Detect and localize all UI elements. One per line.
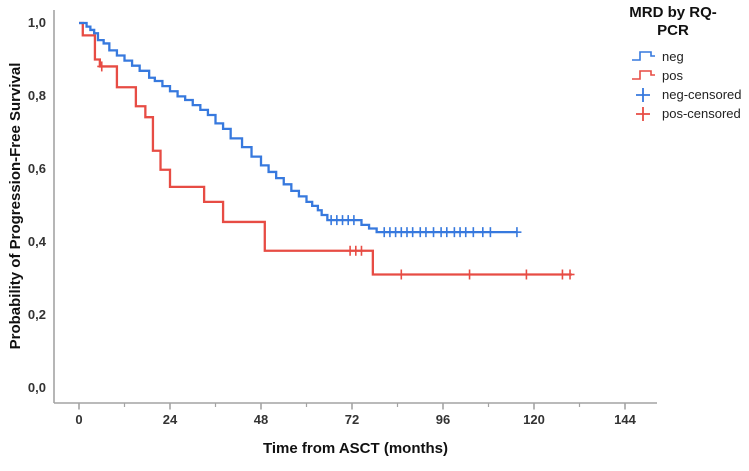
plus-icon [636,87,650,102]
x-axis-title: Time from ASCT (months) [262,440,448,457]
y-axis-title: Probability of Progression-Free Survival [7,62,24,350]
x-tick-label: 120 [523,412,545,427]
legend-item-label: neg [662,49,684,64]
legend-item-label: pos [662,68,683,83]
y-tick-label: 0,0 [27,380,46,395]
legend-item-neg-censored: neg-censored [630,85,746,104]
legend: MRD by RQ-PCR neg pos neg-censored [600,4,746,123]
legend-items: neg pos neg-censored pos-censored [600,47,746,123]
legend-item-pos: pos [630,66,746,85]
x-tick-label: 96 [435,412,451,427]
x-tick-label: 72 [344,412,360,427]
legend-item-label: pos-censored [662,106,741,121]
step-line-icon [632,50,655,61]
x-tick-label: 48 [253,412,269,427]
x-tick-label: 0 [75,412,83,427]
legend-item-pos-censored: pos-censored [630,104,746,123]
plus-icon [636,106,650,121]
y-tick-label: 1,0 [27,15,46,30]
y-tick-label: 0,4 [27,234,46,249]
legend-title: MRD by RQ-PCR [629,4,717,39]
step-line-icon [632,69,655,80]
x-tick-label: 144 [614,412,636,427]
legend-item-label: neg-censored [662,87,742,102]
y-tick-label: 0,6 [27,161,46,176]
y-tick-label: 0,8 [27,88,46,103]
x-tick-label: 24 [162,412,178,427]
y-tick-label: 0,2 [27,307,46,322]
legend-item-neg: neg [630,47,746,66]
